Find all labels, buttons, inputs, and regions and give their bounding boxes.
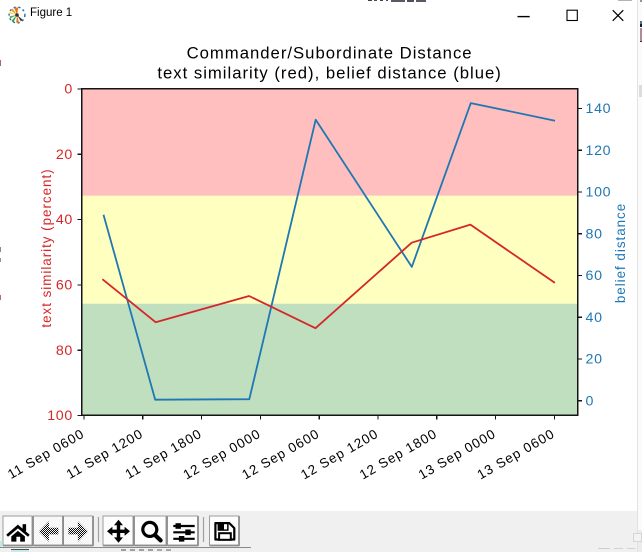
svg-text:40: 40 xyxy=(586,310,603,326)
svg-text:100: 100 xyxy=(47,408,73,424)
svg-text:60: 60 xyxy=(56,278,73,294)
svg-text:100: 100 xyxy=(586,185,612,201)
svg-text:0: 0 xyxy=(586,393,595,409)
svg-text:20: 20 xyxy=(56,147,73,163)
svg-text:belief distance: belief distance xyxy=(613,203,628,303)
svg-text:120: 120 xyxy=(586,143,612,159)
svg-text:0: 0 xyxy=(64,82,73,98)
svg-text:text similarity (red), belief: text similarity (red), belief distance (… xyxy=(157,64,502,83)
svg-text:80: 80 xyxy=(56,343,73,359)
svg-text:40: 40 xyxy=(56,212,73,228)
svg-text:20: 20 xyxy=(586,352,603,368)
svg-text:80: 80 xyxy=(586,226,603,242)
svg-text:Commander/Subordinate Distance: Commander/Subordinate Distance xyxy=(187,44,473,63)
svg-text:60: 60 xyxy=(586,268,603,284)
svg-text:text similarity (percent): text similarity (percent) xyxy=(39,168,54,327)
svg-text:140: 140 xyxy=(586,101,612,117)
